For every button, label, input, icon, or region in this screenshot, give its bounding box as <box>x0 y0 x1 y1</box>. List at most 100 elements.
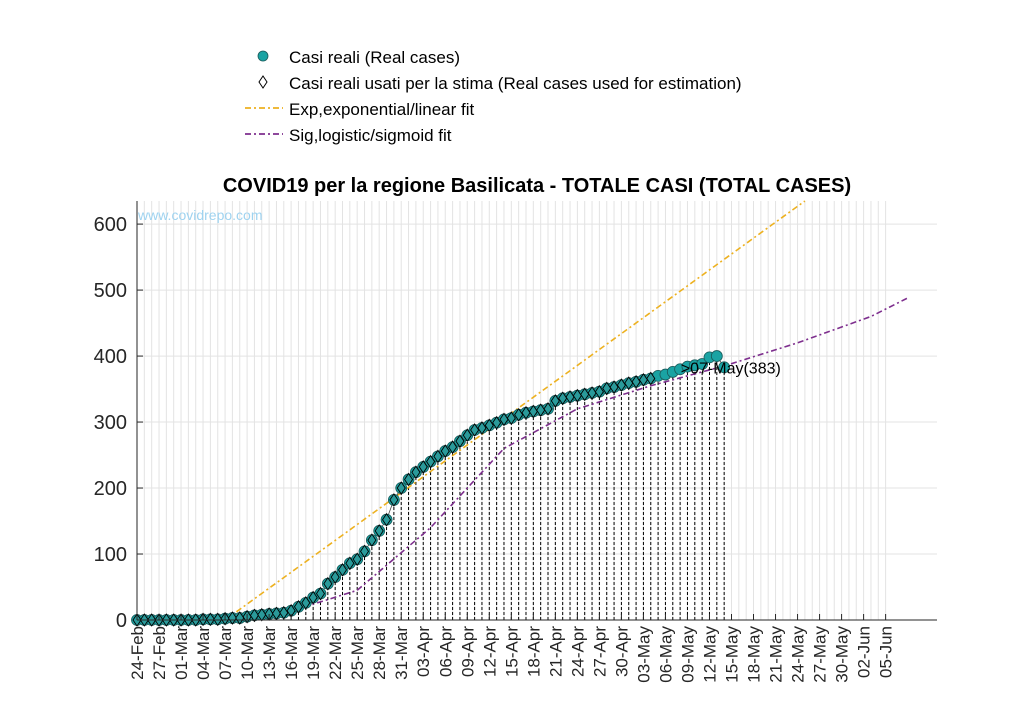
x-tick-label: 25-Mar <box>348 626 367 680</box>
x-tick-label: 30-Apr <box>612 626 631 677</box>
x-tick-label: 16-Mar <box>282 626 301 680</box>
estimation-point <box>594 384 604 399</box>
x-tick-label: 21-May <box>767 626 786 683</box>
y-tick-label: 600 <box>94 214 127 236</box>
x-tick-label: 18-May <box>745 626 764 683</box>
legend-marker-diamond <box>258 75 268 89</box>
estimation-point <box>418 460 428 474</box>
x-tick-label: 06-Apr <box>436 626 455 677</box>
x-tick-label: 28-Mar <box>370 626 389 680</box>
legend-label: Sig,logistic/sigmoid fit <box>289 126 452 145</box>
x-tick-label: 27-May <box>811 626 830 683</box>
estimation-point <box>257 607 267 622</box>
estimation-point <box>337 563 348 577</box>
watermark-text: www.covidrepo.com <box>137 207 263 223</box>
estimation-point <box>389 493 399 507</box>
estimation-point <box>235 611 245 625</box>
x-tick-label: 07-Mar <box>216 626 235 680</box>
estimation-point <box>572 388 582 403</box>
estimation-point <box>536 403 546 417</box>
estimation-point <box>624 376 634 390</box>
estimation-point <box>279 605 289 620</box>
estimation-point <box>565 390 575 404</box>
chart-title: COVID19 per la regione Basilicata - TOTA… <box>223 175 851 197</box>
estimation-point <box>382 512 392 527</box>
axis-layer: 0 100 200 300 400 500 600 24-Feb 27-Feb 01-Mar 04-… <box>94 201 937 683</box>
x-tick-label: 09-May <box>678 626 697 683</box>
x-tick-label: 02-Jun <box>855 626 874 678</box>
estimation-point <box>631 374 641 389</box>
x-tick-label: 24-May <box>789 626 808 683</box>
y-tick-label: 400 <box>94 346 127 368</box>
x-tick-label: 04-Mar <box>194 626 213 680</box>
estimation-point <box>609 380 619 394</box>
estimation-point <box>440 444 450 458</box>
estimation-point <box>308 590 318 605</box>
estimation-point <box>249 608 259 623</box>
estimation-point <box>506 411 516 425</box>
estimation-point <box>638 373 648 387</box>
x-tick-label: 01-Mar <box>172 626 191 680</box>
x-tick-label: 24-Apr <box>568 626 587 677</box>
legend-label: Exp,exponential/linear fit <box>289 100 475 119</box>
estimation-point <box>484 418 494 433</box>
x-tick-label: 03-Apr <box>414 626 433 677</box>
x-tick-label: 24-Feb <box>128 626 147 680</box>
x-tick-label: 13-Mar <box>260 626 279 680</box>
estimation-point <box>514 407 524 422</box>
x-tick-label: 05-Jun <box>877 626 896 678</box>
x-tick-label: 06-May <box>656 626 675 683</box>
x-tick-label: 27-Apr <box>590 626 609 677</box>
estimation-point <box>367 533 377 547</box>
estimation-point <box>602 381 612 396</box>
estimation-point <box>580 387 590 402</box>
x-tick-label: 15-May <box>722 626 741 683</box>
estimation-point <box>315 586 326 601</box>
estimation-point <box>359 544 370 559</box>
estimation-point <box>462 428 472 443</box>
y-tick-label: 200 <box>94 478 127 500</box>
x-tick-label: 10-Mar <box>238 626 257 680</box>
y-tick-label: 300 <box>94 412 127 434</box>
estimation-point <box>426 454 436 469</box>
estimation-point <box>646 371 656 386</box>
x-tick-label: 19-Mar <box>304 626 323 680</box>
estimation-point <box>323 576 333 591</box>
estimation-point <box>205 612 215 627</box>
real-case-point <box>696 358 709 370</box>
legend: Casi reali (Real cases) Casi reali usati … <box>245 48 742 145</box>
estimation-point <box>492 415 502 430</box>
estimation-point <box>543 402 553 416</box>
estimation-point <box>227 611 237 625</box>
real-case-point <box>718 361 731 374</box>
estimation-point <box>330 570 340 584</box>
x-tick-label: 27-Feb <box>150 626 169 680</box>
estimation-point <box>293 599 304 614</box>
x-tick-label: 12-Apr <box>480 626 499 677</box>
y-tick-label: 0 <box>116 610 127 632</box>
x-tick-label: 09-Apr <box>458 626 477 677</box>
y-tick-label: 100 <box>94 544 127 566</box>
last-point-annotation: >07-May(383) <box>681 360 781 377</box>
estimation-point <box>558 391 568 406</box>
estimation-point <box>455 434 465 448</box>
estimation-point <box>301 596 311 610</box>
estimation-point <box>433 449 443 464</box>
x-tick-label: 31-Mar <box>392 626 411 680</box>
estimation-point <box>271 606 281 621</box>
x-tick-label: 21-Apr <box>546 626 565 677</box>
estimation-point <box>470 423 480 437</box>
estimation-point <box>404 472 414 487</box>
estimation-point <box>550 394 560 408</box>
legend-marker-circle <box>257 50 269 62</box>
x-tick-label: 12-May <box>700 626 719 683</box>
estimation-point <box>411 465 421 480</box>
estimation-point <box>528 404 538 419</box>
legend-label: Casi reali (Real cases) <box>289 48 460 67</box>
x-tick-label: 15-Apr <box>502 626 521 677</box>
estimation-point <box>345 556 355 571</box>
estimation-point <box>396 481 406 495</box>
